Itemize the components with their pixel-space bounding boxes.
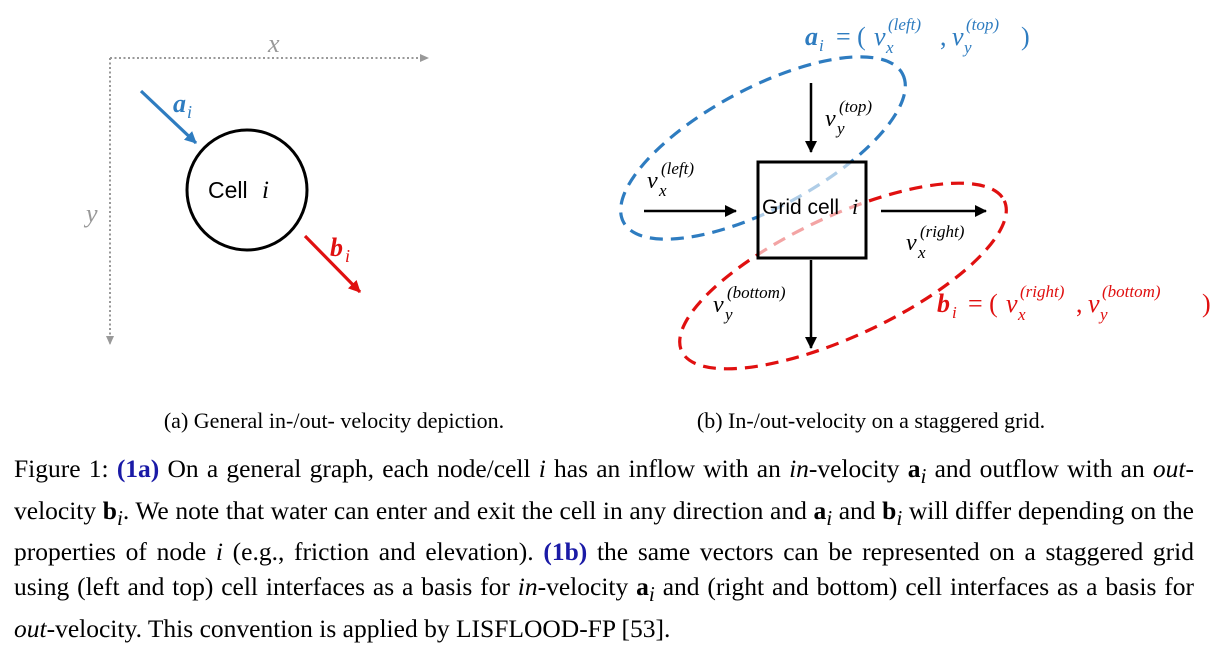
caption-text: -velocity [808,454,908,483]
v-top-sup: (top) [839,97,872,116]
ref-1b[interactable]: (1b) [543,537,588,567]
grid-cell-box [756,160,868,260]
v-bottom-sub: y [723,305,733,324]
caption-math: i [116,505,123,530]
cell-circle [185,128,309,252]
svg-text:v: v [874,22,886,51]
figure-a: x y Cell i a i b i [83,29,429,345]
caption-emph: in [789,454,809,483]
svg-text:y: y [1098,305,1108,324]
svg-text:i: i [819,36,824,55]
grid-cell-label: Grid cell [762,196,839,219]
b-equation: b i = ( v x (right) , v y (bottom) ) [937,282,1211,324]
x-axis-label: x [267,29,280,58]
caption-math: a [813,495,827,525]
svg-text:(right): (right) [1020,282,1065,301]
caption-emph: out [1152,454,1186,483]
svg-text:x: x [885,38,894,57]
subcaption-b: (b) In-/out-velocity on a staggered grid… [697,408,1045,433]
caption-math: b [882,495,897,525]
svg-text:a: a [805,22,818,51]
cell-label: Cell [208,177,248,203]
svg-text:(left): (left) [888,15,921,34]
figure-label: Figure 1: [14,454,109,483]
caption-text: (e.g., friction and elevation). [222,537,544,567]
caption-emph: out [14,613,47,643]
v-bottom-sup: (bottom) [727,283,786,302]
v-right-label: v [906,230,917,256]
caption-math: i [896,505,903,530]
caption-text: will differ depending on the properties … [14,495,1194,567]
v-right-sub: x [917,243,926,262]
v-left-sup: (left) [661,159,694,178]
caption-text: . We note that water can enter and exit … [122,495,814,525]
caption-emph: in [517,571,538,601]
figure-svg: x y Cell i a i b i Grid cell i v y (top)… [83,15,1211,433]
caption-text: the same vectors can be represented on a… [14,537,1194,601]
inflow-arrow-a [139,89,198,145]
svg-text:v: v [952,22,964,51]
svg-text:(bottom): (bottom) [1102,282,1161,301]
caption-math: a [907,454,921,483]
svg-text:(top): (top) [966,15,999,34]
svg-text:i: i [952,303,957,322]
svg-text:,: , [940,22,947,51]
svg-text:): ) [1021,22,1030,51]
svg-text:= (: = ( [968,289,998,318]
caption-math: i [215,537,223,567]
svg-text:,: , [1076,289,1083,318]
v-top-sub: y [835,119,845,138]
caption-text: -velocity. This convention is applied by… [46,613,671,643]
svg-text:v: v [1006,289,1018,318]
caption-math: i [538,454,546,483]
caption-text: and [832,495,883,525]
caption-text: -velocity [14,454,1194,525]
ref-1a[interactable]: (1a) [116,454,160,483]
caption-text: -velocity [537,571,637,601]
caption-math: a [636,571,649,601]
svg-text:): ) [1202,289,1211,318]
caption-text: On a general graph, each node/cell [159,454,539,483]
caption-text: and (right and bottom) cell interfaces a… [654,571,1194,601]
vec-a-label: a [173,89,186,118]
caption-text: and outflow with an [926,454,1153,483]
v-left-label: v [647,168,658,194]
svg-text:v: v [1088,289,1100,318]
svg-text:= (: = ( [836,22,866,51]
outflow-arrow-b [303,234,362,294]
vec-b-sub: i [345,246,350,266]
grid-cell-index: i [852,194,858,219]
caption-math: i [920,464,927,489]
figure-caption: Figure 1: (1a) On a general graph, each … [14,452,1194,646]
svg-text:b: b [937,289,950,318]
v-right-sup: (right) [920,222,965,241]
vec-b-label: b [330,233,343,262]
caption-math: i [826,505,833,530]
v-left-sub: x [658,181,667,200]
svg-text:x: x [1017,305,1026,324]
a-equation: a i = ( v x (left) , v y (top) ) [805,15,1030,57]
caption-text: has an inflow with an [545,454,790,483]
cell-index: i [262,177,269,204]
v-bottom-label: v [713,292,724,318]
caption-math: b [102,495,117,525]
subcaption-a: (a) General in-/out- velocity depiction. [164,408,504,433]
svg-text:y: y [962,38,972,57]
vec-a-sub: i [187,102,192,122]
v-top-label: v [825,106,836,132]
caption-math: i [648,582,655,607]
y-axis-label: y [83,199,98,228]
figure-b: Grid cell i v y (top) v x (left) v x (ri… [619,15,1211,371]
